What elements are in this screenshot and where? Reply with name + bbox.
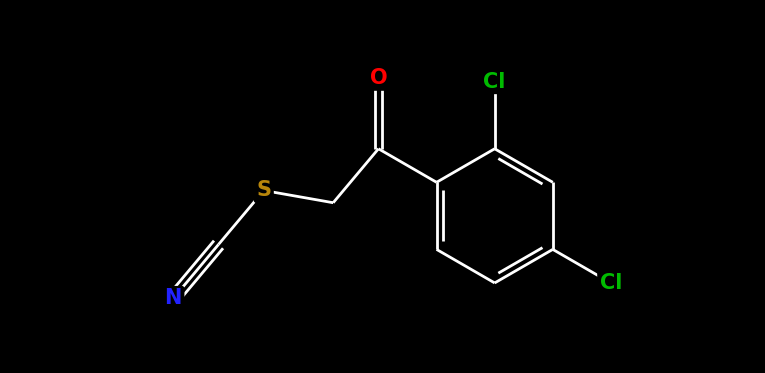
Text: O: O <box>369 68 387 88</box>
Text: S: S <box>256 181 272 201</box>
Text: Cl: Cl <box>600 273 622 293</box>
Text: N: N <box>164 288 182 308</box>
Text: Cl: Cl <box>483 72 506 92</box>
